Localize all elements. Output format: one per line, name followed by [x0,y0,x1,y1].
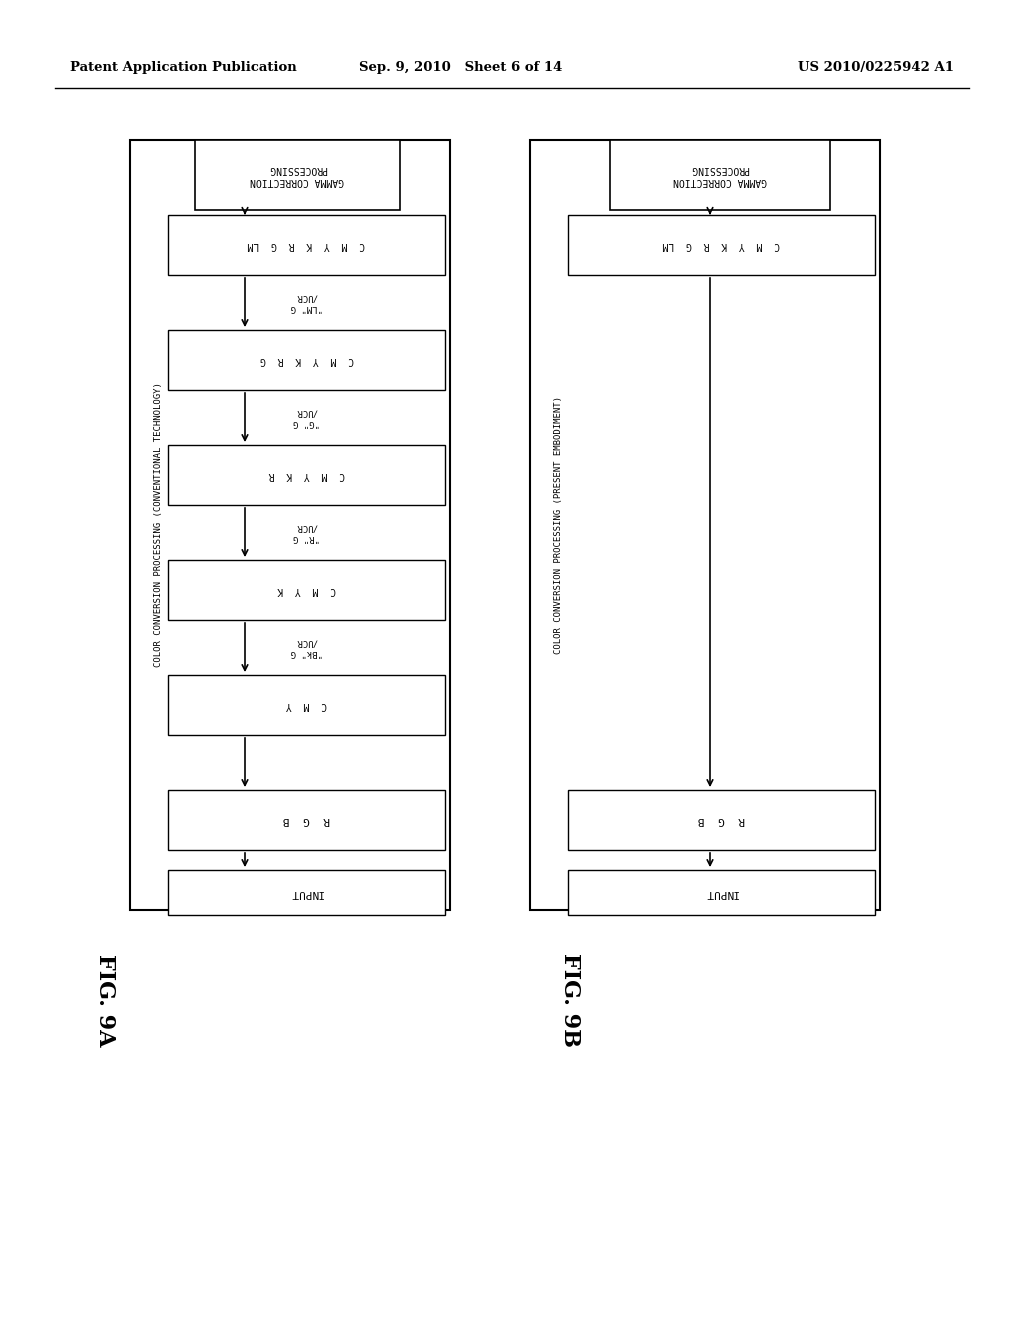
Text: C  M  Y  K  R  G  LM: C M Y K R G LM [663,240,780,249]
Text: "LM" G
/UCR: "LM" G /UCR [291,292,323,312]
Text: C  M  Y  K  R: C M Y K R [268,470,345,480]
Bar [568,215,874,275]
Bar [168,560,445,620]
Text: FIG. 9B: FIG. 9B [559,953,581,1047]
Text: "G" G
/UCR: "G" G /UCR [293,408,319,426]
Text: C  M  Y  K: C M Y K [278,585,336,595]
Text: INPUT: INPUT [705,887,738,898]
Bar [168,675,445,735]
Text: R  G  B: R G B [698,814,745,825]
Bar [610,140,830,210]
Bar [530,140,880,909]
Text: C  M  Y: C M Y [286,700,327,710]
Text: GAMMA CORRECTION
PROCESSING: GAMMA CORRECTION PROCESSING [673,164,767,186]
Text: US 2010/0225942 A1: US 2010/0225942 A1 [798,62,954,74]
Text: COLOR CONVERSION PROCESSING (PRESENT EMBODIMENT): COLOR CONVERSION PROCESSING (PRESENT EMB… [554,396,562,653]
Text: Sep. 9, 2010   Sheet 6 of 14: Sep. 9, 2010 Sheet 6 of 14 [359,62,562,74]
Bar [168,789,445,850]
Bar [168,330,445,389]
Text: Patent Application Publication: Patent Application Publication [70,62,297,74]
Bar [130,140,450,909]
Text: COLOR CONVERSION PROCESSING (CONVENTIONAL TECHNOLOGY): COLOR CONVERSION PROCESSING (CONVENTIONA… [154,383,163,668]
Bar [195,140,400,210]
Text: FIG. 9A: FIG. 9A [94,954,116,1047]
Text: INPUT: INPUT [290,887,324,898]
Bar [568,870,874,915]
Bar [168,445,445,506]
Text: C  M  Y  K  R  G  LM: C M Y K R G LM [248,240,366,249]
Text: "R" G
/UCR: "R" G /UCR [293,523,319,541]
Bar [568,789,874,850]
Bar [168,215,445,275]
Text: R  G  B: R G B [283,814,330,825]
Text: GAMMA CORRECTION
PROCESSING: GAMMA CORRECTION PROCESSING [251,164,344,186]
Text: C  M  Y  K  R  G: C M Y K R G [259,355,353,366]
Text: "Bk" G
/UCR: "Bk" G /UCR [291,638,323,657]
Bar [168,870,445,915]
